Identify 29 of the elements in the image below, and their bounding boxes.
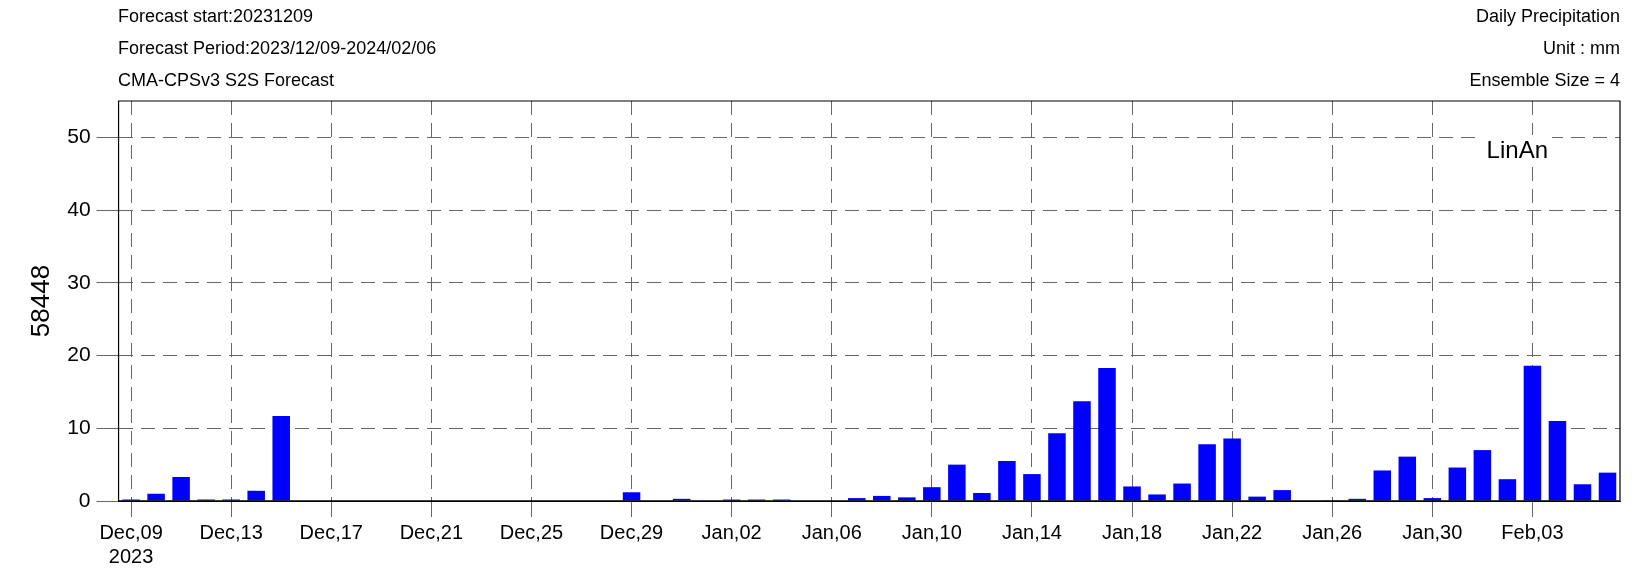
- y-tick-label: 30: [67, 269, 91, 293]
- text: Unit : mm: [1542, 38, 1620, 59]
- text: LinAn: [1486, 135, 1548, 163]
- x-tick-label: Feb,03: [1501, 520, 1564, 543]
- x-tick-label: Dec,21: [399, 520, 464, 543]
- text: Ensemble Size = 4: [1469, 70, 1620, 91]
- x-tick-label: Jan,02: [701, 520, 762, 543]
- y-tick-label: 0: [78, 487, 91, 511]
- y-axis-title: 58448: [24, 264, 55, 338]
- text: CMA-CPSv3 S2S Forecast: [118, 70, 335, 91]
- y-tick-label: 20: [67, 342, 91, 366]
- x-tick-label: Dec,29: [599, 520, 664, 543]
- text: Forecast start:20231209: [118, 6, 314, 27]
- y-tick-label: 40: [67, 196, 91, 220]
- x-tick-label: Dec,09 2023: [99, 520, 163, 567]
- y-tick-label: 10: [67, 415, 91, 439]
- x-tick-label: Jan,10: [901, 520, 962, 543]
- x-tick-label: Jan,18: [1102, 520, 1163, 543]
- x-tick-label: Jan,22: [1202, 520, 1263, 543]
- y-tick-label: 50: [67, 124, 91, 148]
- x-tick-label: Jan,26: [1302, 520, 1363, 543]
- text: Daily Precipitation: [1475, 6, 1620, 27]
- x-tick-label: Dec,17: [299, 520, 363, 543]
- x-tick-label: Jan,14: [1001, 520, 1062, 543]
- x-tick-label: Dec,25: [499, 520, 564, 543]
- x-tick-label: Dec,13: [199, 520, 263, 543]
- x-tick-label: Jan,30: [1402, 520, 1463, 543]
- x-tick-label: Jan,06: [801, 520, 862, 543]
- text: Forecast Period:2023/12/09-2024/02/06: [118, 38, 437, 59]
